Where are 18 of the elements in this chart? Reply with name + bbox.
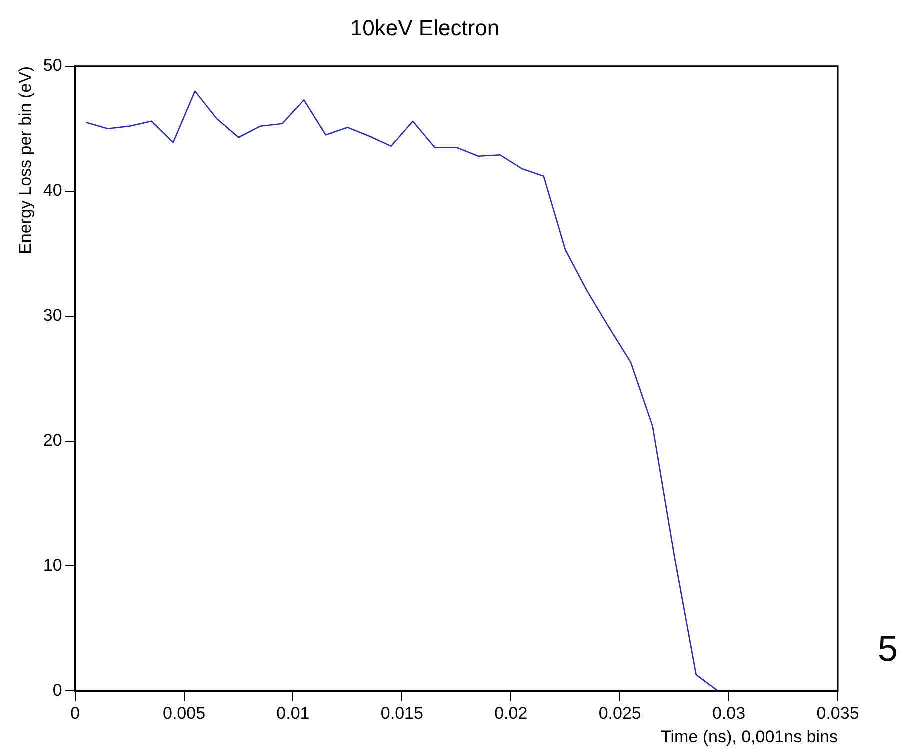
x-tick-label: 0.035	[816, 704, 860, 724]
y-tick-label: 50	[43, 56, 62, 76]
y-tick-label: 40	[43, 181, 62, 200]
y-tick-label: 0	[52, 680, 62, 700]
x-tick-label: 0.025	[598, 704, 642, 724]
x-tick-label: 0.01	[276, 704, 310, 724]
x-axis-title: Time (ns), 0,001ns bins	[661, 727, 838, 746]
x-tick-label: 0.02	[494, 704, 528, 724]
y-tick-label: 30	[43, 306, 62, 326]
text: 5	[878, 628, 898, 670]
y-tick-label: 10	[43, 556, 62, 575]
x-tick-label: 0.03	[712, 704, 746, 724]
y-axis-title: Energy Loss per bin (eV)	[16, 66, 35, 254]
chart-title: 10keV Electron	[350, 15, 500, 40]
x-tick-label: 0.005	[162, 704, 206, 724]
x-tick-label: 0	[70, 704, 80, 724]
x-tick-label: 0.015	[380, 704, 424, 724]
y-tick-label: 20	[43, 430, 62, 450]
